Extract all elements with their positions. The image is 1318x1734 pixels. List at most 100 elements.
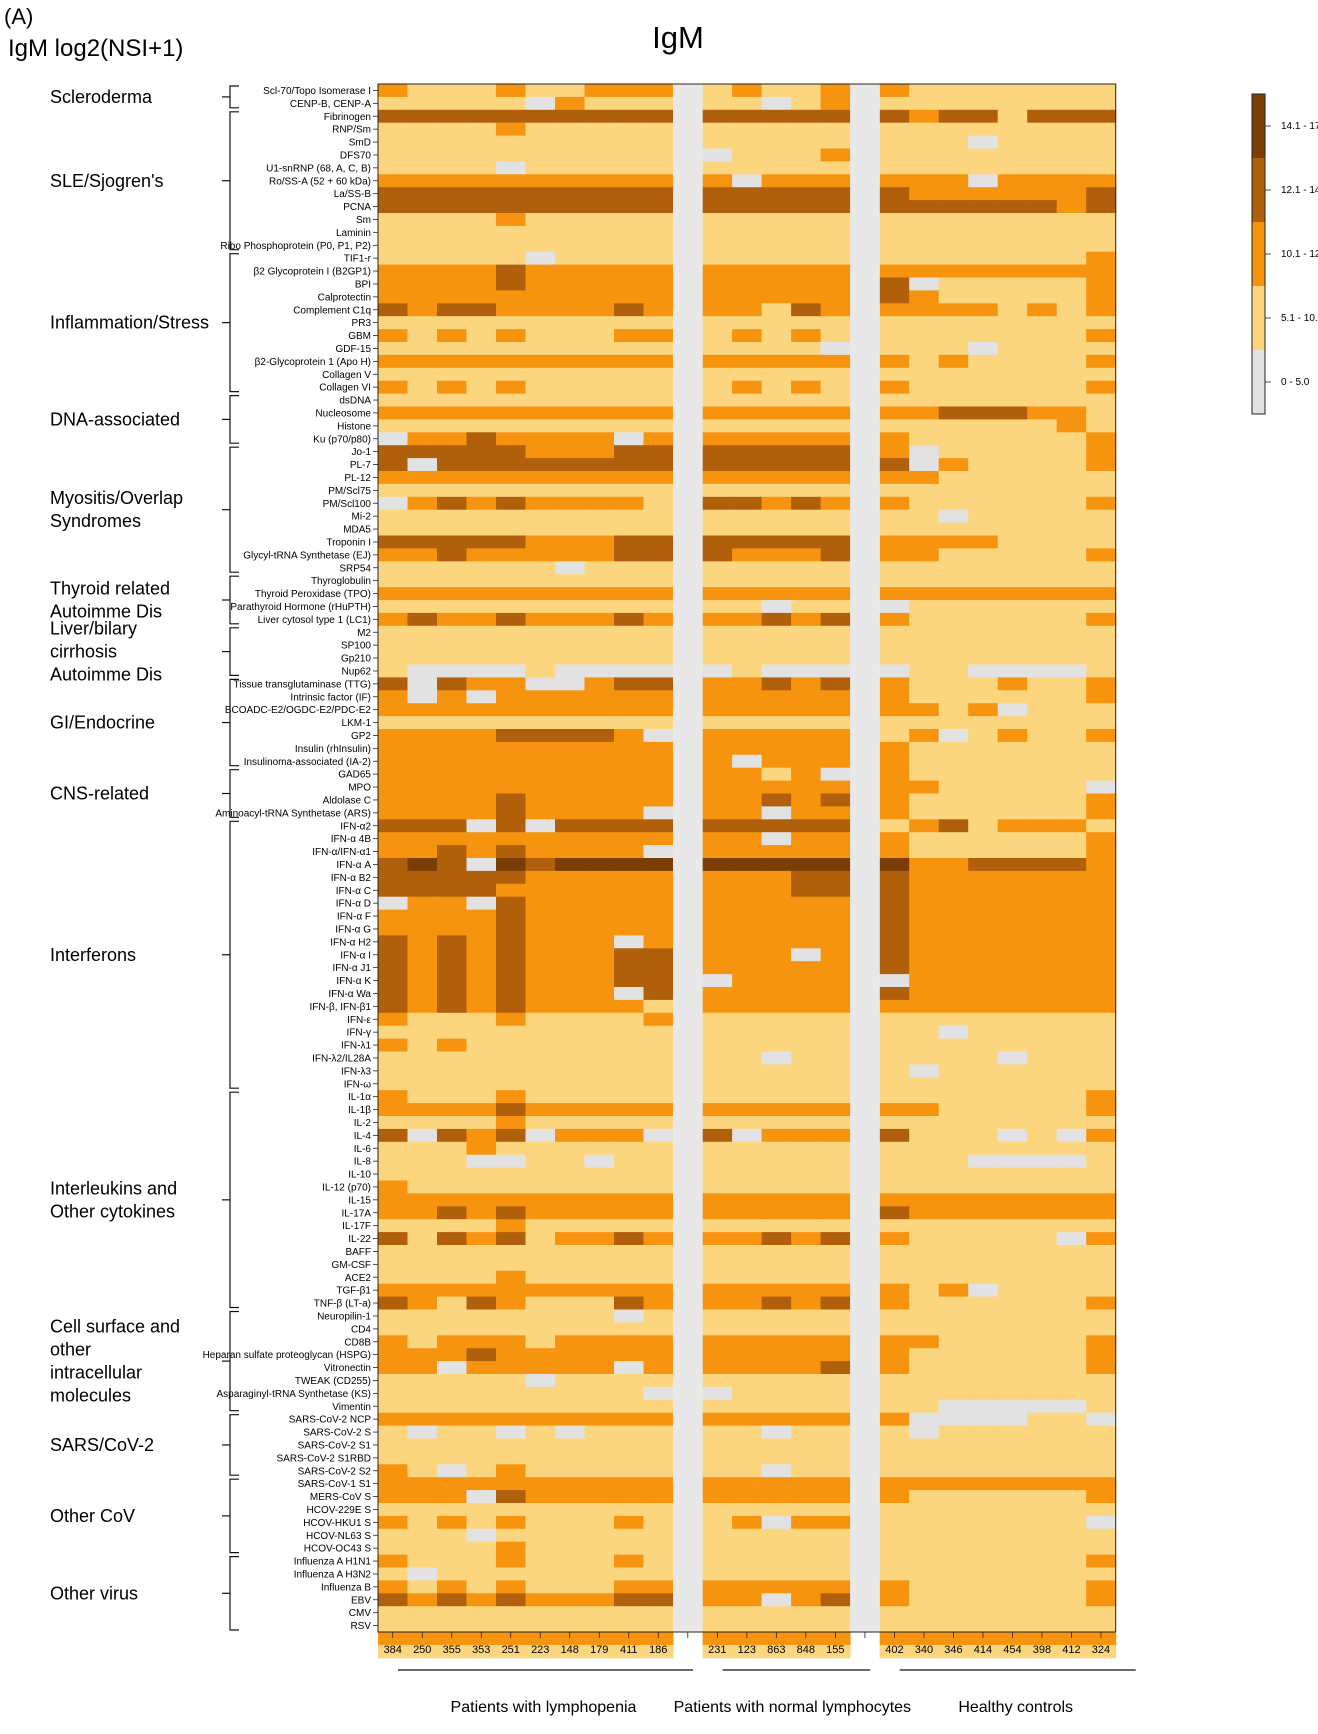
heatmap-cell (938, 1438, 969, 1452)
heatmap-cell (437, 1025, 467, 1040)
heatmap-cell (1056, 1270, 1087, 1285)
heatmap-cell (997, 496, 1028, 511)
heatmap-cell (1086, 1515, 1117, 1530)
heatmap-cell (378, 1141, 408, 1156)
heatmap-cell (820, 767, 851, 782)
heatmap-cell (437, 574, 467, 588)
heatmap-cell (1027, 1528, 1058, 1543)
heatmap-cell (997, 161, 1028, 175)
heatmap-cell (761, 806, 792, 820)
col-label: 223 (531, 1644, 549, 1656)
heatmap-cell (466, 535, 497, 549)
heatmap-cell (1027, 483, 1058, 498)
heatmap-cell (791, 380, 822, 395)
heatmap-cell (1056, 625, 1087, 640)
heatmap-cell (968, 1103, 999, 1117)
heatmap-cell (378, 548, 408, 562)
heatmap-cell (614, 922, 644, 936)
heatmap-cell (997, 638, 1028, 653)
heatmap-cell (732, 161, 763, 175)
heatmap-cell (378, 445, 408, 459)
heatmap-cell (1056, 754, 1087, 769)
heatmap-cell (437, 342, 467, 356)
heatmap-cell (496, 729, 526, 743)
heatmap-cell (1056, 1077, 1087, 1091)
heatmap-cell (820, 600, 851, 614)
heatmap-cell (820, 483, 851, 498)
heatmap-cell (820, 1232, 851, 1246)
heatmap-cell (702, 922, 733, 936)
heatmap-cell (466, 548, 497, 562)
heatmap-cell (820, 1128, 851, 1143)
heatmap-cell (820, 1309, 851, 1323)
heatmap-cell (496, 767, 526, 782)
heatmap-cell (584, 329, 615, 343)
group-bracket (229, 1556, 239, 1631)
heatmap-cell (584, 251, 615, 266)
heatmap-cell (496, 574, 526, 588)
heatmap-cell (732, 1335, 763, 1349)
heatmap-cell (1056, 638, 1087, 653)
heatmap-cell (820, 1374, 851, 1388)
heatmap-cell (584, 1167, 615, 1181)
heatmap-cell (378, 1219, 408, 1233)
heatmap-cell (968, 729, 999, 743)
heatmap-cell (761, 1412, 792, 1427)
heatmap-cell (791, 187, 822, 201)
heatmap-cell (378, 1554, 408, 1568)
heatmap-cell (555, 1064, 585, 1078)
heatmap-cell (1056, 1322, 1087, 1336)
heatmap-cell (555, 1193, 585, 1207)
heatmap-cell (732, 677, 763, 691)
heatmap-cell (525, 1296, 556, 1310)
heatmap-cell (1027, 1322, 1058, 1336)
heatmap-cell (820, 1154, 851, 1169)
heatmap-cell (643, 1064, 674, 1078)
row-label: Collagen VI (319, 383, 371, 394)
heatmap-cell (584, 1399, 615, 1414)
heatmap-cell (997, 1025, 1028, 1040)
heatmap-cell (938, 638, 969, 653)
heatmap-cell (1027, 845, 1058, 859)
heatmap-cell (378, 1490, 408, 1504)
heatmap-cell (820, 625, 851, 640)
heatmap-cell (643, 238, 674, 253)
heatmap-cell (791, 754, 822, 769)
heatmap-cell (820, 845, 851, 859)
heatmap-cell (791, 1103, 822, 1117)
heatmap-cell (732, 1515, 763, 1530)
heatmap-cell (820, 1296, 851, 1310)
heatmap-cell (791, 264, 822, 278)
heatmap-cell (407, 741, 438, 756)
heatmap-cell (437, 1141, 467, 1156)
heatmap-cell (555, 238, 585, 253)
heatmap-cell (1027, 1632, 1058, 1646)
heatmap-cell (820, 406, 851, 420)
heatmap-cell (378, 1438, 408, 1452)
heatmap-cell (1027, 1644, 1058, 1659)
heatmap-cell (879, 1451, 910, 1465)
heatmap-cell (820, 1477, 851, 1491)
heatmap-cell (614, 690, 644, 704)
heatmap-cell (1027, 909, 1058, 923)
heatmap-cell (761, 213, 792, 227)
heatmap-cell (1027, 625, 1058, 640)
heatmap-cell (820, 677, 851, 691)
heatmap-cell (584, 1206, 615, 1220)
heatmap-cell (555, 84, 585, 98)
heatmap-cell (791, 509, 822, 524)
heatmap-cell (466, 354, 497, 369)
heatmap-cell (820, 316, 851, 330)
group-label: Liver/bilary cirrhosis Autoimme Dis (50, 619, 162, 685)
heatmap-cell (584, 909, 615, 923)
heatmap-cell (761, 1503, 792, 1517)
heatmap-cell (525, 1141, 556, 1156)
heatmap-cell (437, 1128, 467, 1143)
heatmap-cell (437, 406, 467, 420)
heatmap-cell (1086, 716, 1117, 730)
heatmap-cell (879, 806, 910, 820)
heatmap-cell (378, 1619, 408, 1633)
heatmap-cell (1086, 896, 1117, 911)
heatmap-cell (407, 922, 438, 936)
heatmap-cell (643, 342, 674, 356)
